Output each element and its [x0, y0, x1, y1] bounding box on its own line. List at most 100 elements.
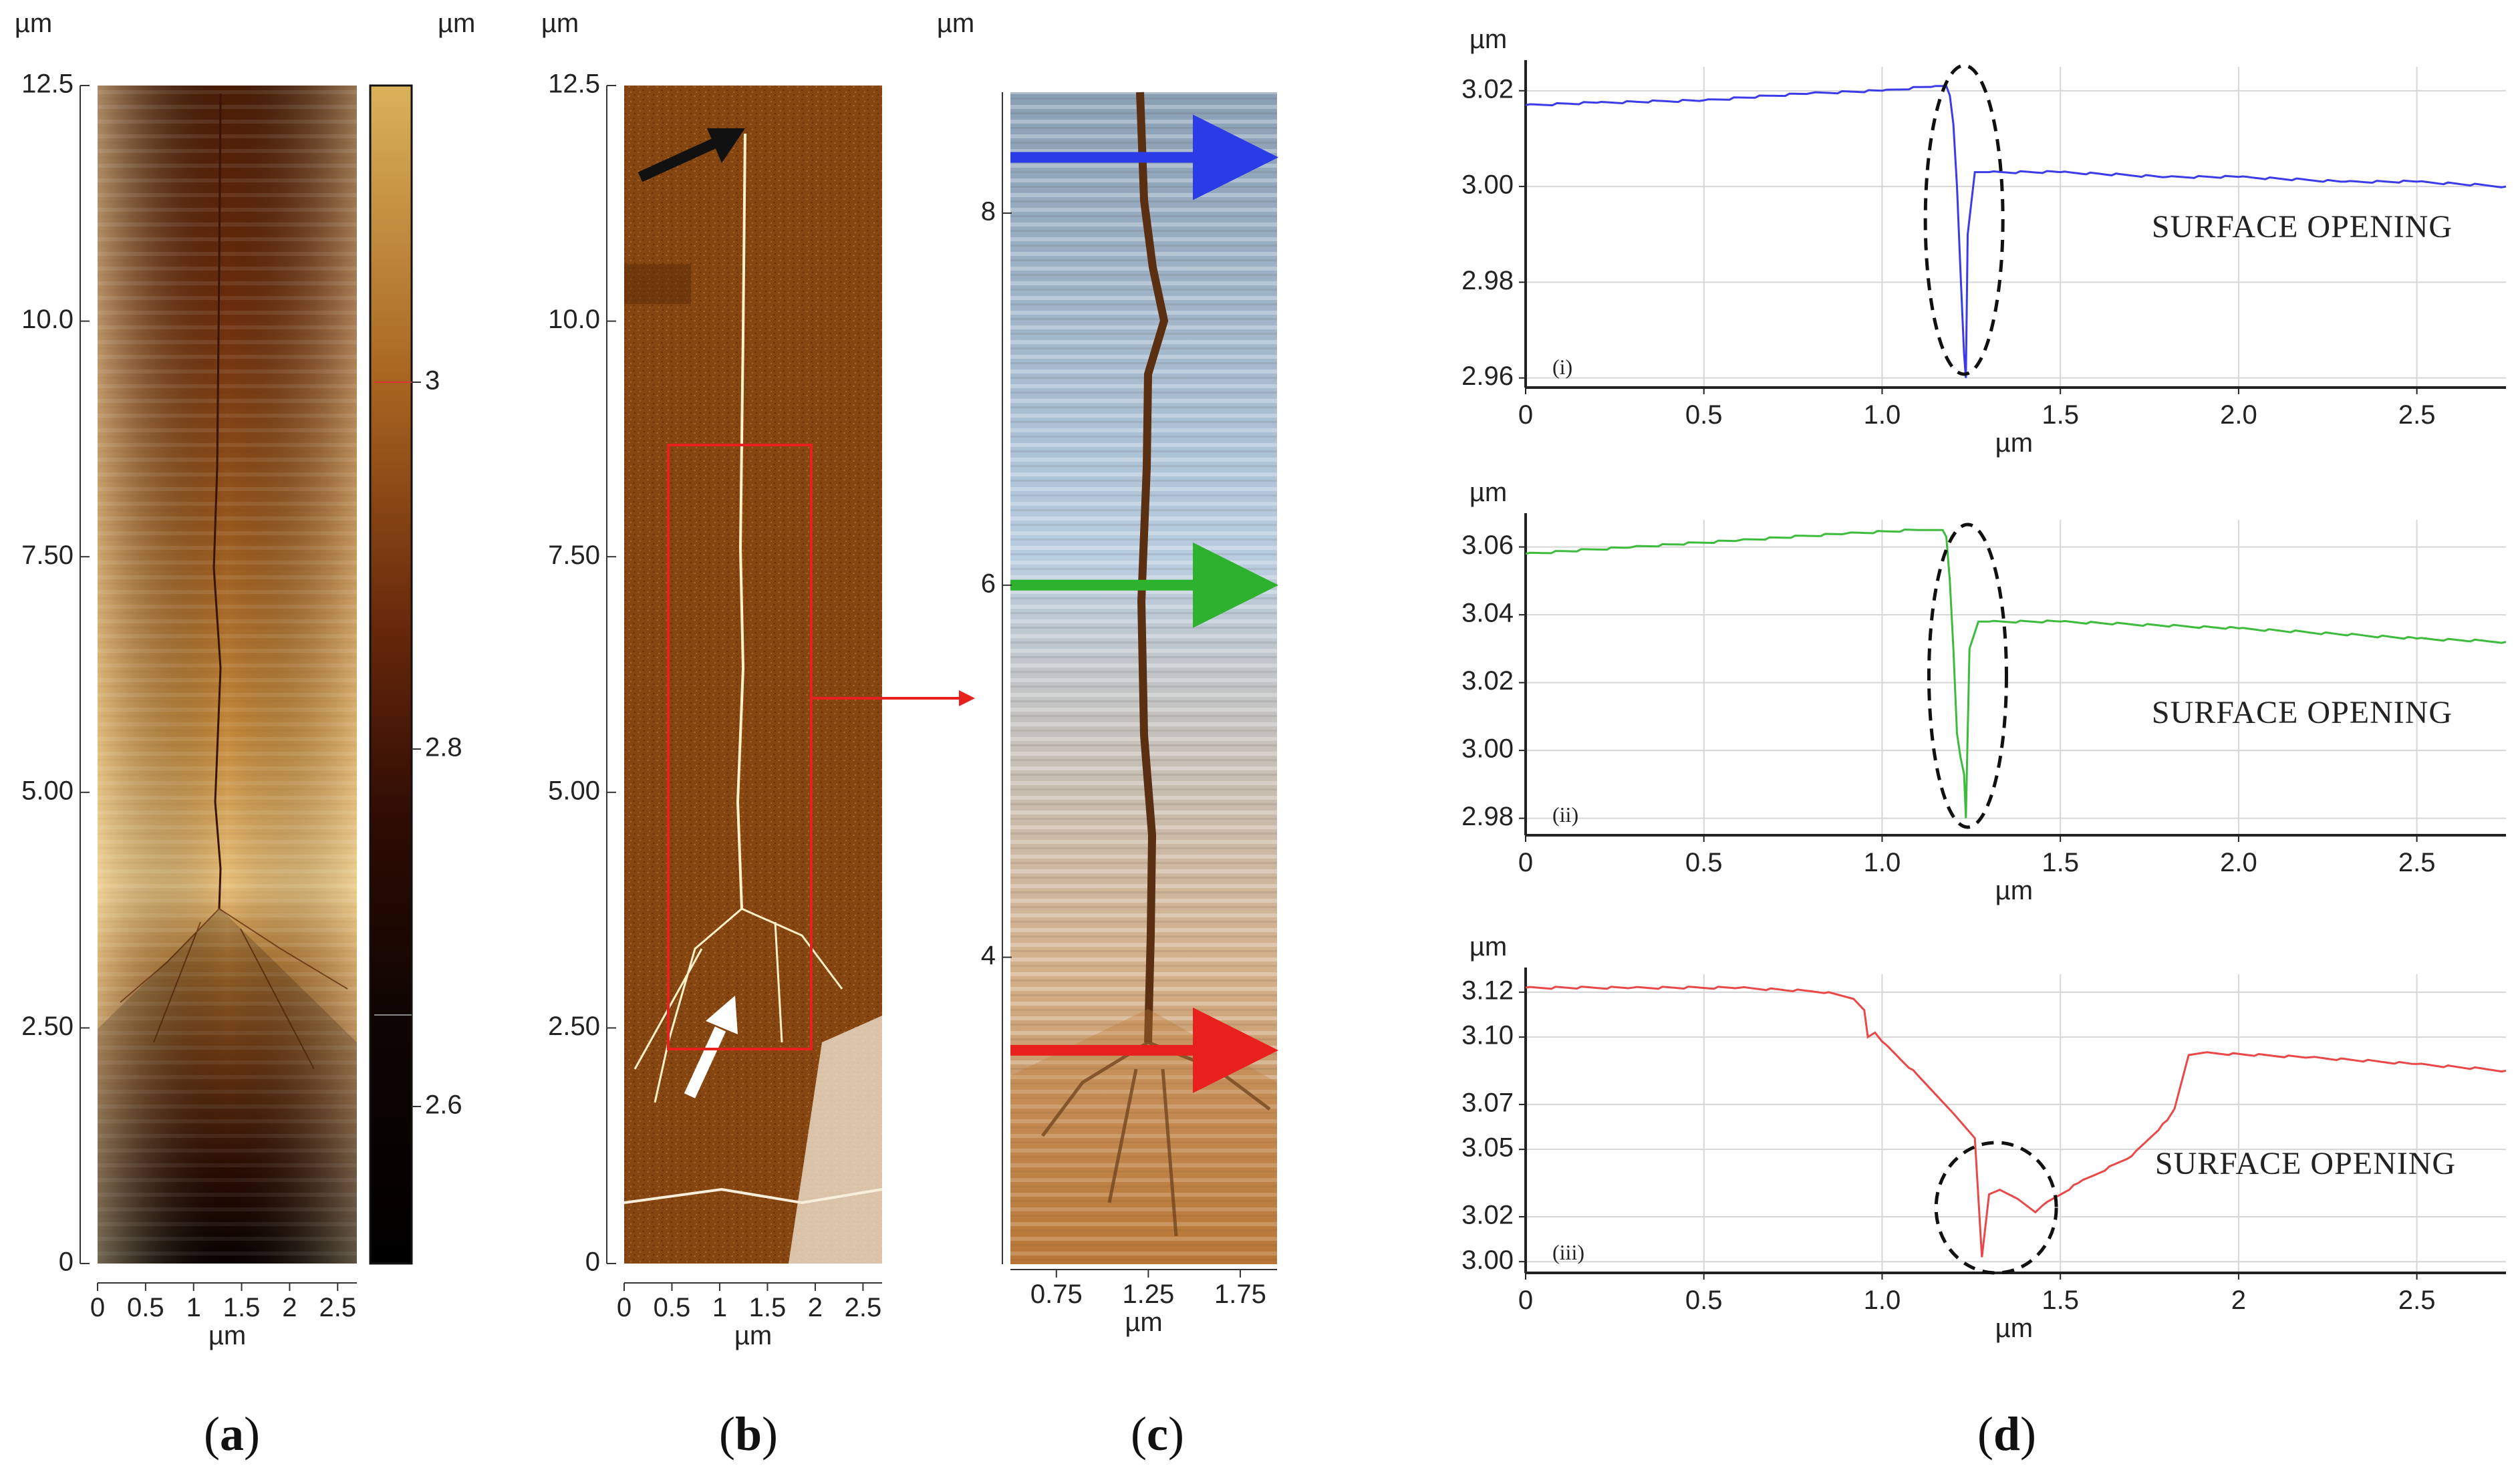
panel-a-ytick: 12.5: [21, 69, 74, 99]
panel-b-xlabel: µm: [734, 1321, 772, 1350]
chart-d-ii-ytick: 3.02: [1461, 666, 1514, 696]
axes-panel-a: 0 2.50 5.00 7.50 10.0 12.5 0 0.5 1 1.5 2 2.5 µm µm: [15, 9, 357, 1350]
chart-d-i-ytick: 2.98: [1461, 266, 1514, 295]
panel-a-ytick: 5.00: [21, 776, 74, 805]
panel-label-a-letter: a: [220, 1407, 244, 1461]
chart-d-iii-xtick: 0: [1518, 1286, 1533, 1315]
colorbar: 3 2.8 2.6 µm: [369, 9, 475, 1265]
chart-d-i-ytick: 3.02: [1461, 74, 1514, 104]
crack-a: [213, 93, 222, 909]
dashed-highlight-ellipse: [1934, 1141, 2058, 1275]
panel-c-ytick: 8: [981, 197, 996, 227]
panel-a-ytick: 2.50: [21, 1012, 74, 1041]
chart-d-ii: 2.98 3.00 3.02 3.04 3.06 0 0.5 1.0 1.5 2.0 2.5 µm µm…: [1461, 478, 2507, 905]
panel-b-ylabel: µm: [541, 9, 579, 38]
chart-d-iii-xtick: 2.5: [2398, 1286, 2436, 1315]
chart-d-ii-xtick: 2.0: [2220, 848, 2257, 877]
panel-c-xtick: 1.75: [1214, 1280, 1266, 1309]
panel-b-ytick: 12.5: [548, 69, 600, 99]
chart-d-iii-ytick: 3.00: [1461, 1245, 1514, 1275]
panel-a-heightmap: [98, 86, 357, 1264]
panel-c-ylabel: µm: [937, 9, 974, 38]
panel-b-ytick: 10.0: [548, 305, 600, 334]
dashed-highlight-ellipse: [1927, 523, 2008, 829]
chart-d-iii-ytick: 3.02: [1461, 1201, 1514, 1230]
panel-c-xtick: 1.25: [1122, 1280, 1174, 1309]
chart-d-iii-sublabel: (iii): [1552, 1240, 1584, 1264]
panel-a-xtick: 0: [90, 1293, 105, 1322]
panel-c-zoom: [1010, 92, 1278, 1264]
chart-d-ii-xtick: 1.5: [2042, 848, 2079, 877]
panel-label-b: (b): [719, 1407, 778, 1461]
chart-d-i-sublabel: (i): [1552, 355, 1572, 379]
chart-d-ii-ytick: 3.04: [1461, 599, 1514, 628]
panel-b-amplitude: [623, 86, 975, 1264]
colorbar-tick-2.8: 2.8: [425, 733, 462, 762]
chart-d-iii-xtick: 2: [2231, 1286, 2246, 1315]
chart-d-i-ylabel: µm: [1469, 25, 1507, 54]
chart-d-i-xtick: 0.5: [1685, 400, 1723, 430]
panel-label-d: (d): [1977, 1407, 2036, 1461]
chart-d-iii-ytick: 3.10: [1461, 1021, 1514, 1050]
panel-a-ytick: 7.50: [21, 541, 74, 570]
panel-b-ytick: 5.00: [548, 776, 600, 805]
panel-a-xtick: 2: [282, 1293, 297, 1322]
colorbar-tick-3: 3: [425, 366, 440, 396]
series-line-d-i: [1525, 85, 2507, 378]
panel-label-c-letter: c: [1147, 1407, 1168, 1461]
chart-d-iii: 3.00 3.02 3.05 3.07 3.10 3.12 0 0.5 1.0 1.5 2 2.5 µm…: [1461, 932, 2507, 1343]
chart-d-ii-xtick: 2.5: [2398, 848, 2436, 877]
series-line-d-iii: [1525, 986, 2507, 1258]
chart-d-iii-ylabel: µm: [1469, 932, 1507, 962]
panel-label-d-letter: d: [1993, 1407, 2020, 1461]
chart-d-ii-xtick: 0: [1518, 848, 1533, 877]
panel-a-xtick: 1.5: [223, 1293, 261, 1322]
panel-b-ytick: 0: [585, 1247, 600, 1277]
chart-d-i-xtick: 2.0: [2220, 400, 2257, 430]
panel-c-xtick: 0.75: [1030, 1280, 1083, 1309]
chart-d-i: 2.96 2.98 3.00 3.02 0 0.5 1.0 1.5 2.0 2.5 µm µm SURF…: [1461, 25, 2507, 458]
white-arrow: [684, 1026, 726, 1098]
panel-label-c: (c): [1131, 1407, 1184, 1461]
colorbar-unit: µm: [438, 9, 475, 38]
chart-d-ii-xlabel: µm: [1995, 876, 2033, 905]
panel-b-xtick: 0.5: [654, 1293, 691, 1322]
chart-d-ii-ylabel: µm: [1469, 478, 1507, 507]
chart-d-iii-xlabel: µm: [1995, 1314, 2033, 1343]
surface-opening-label: SURFACE OPENING: [2155, 1146, 2456, 1181]
chart-d-iii-xtick: 1.0: [1864, 1286, 1901, 1315]
panel-b-xtick: 1: [712, 1293, 727, 1322]
panel-c-xlabel: µm: [1125, 1308, 1162, 1337]
chart-d-ii-ytick: 3.00: [1461, 734, 1514, 764]
colorbar-tick-2.6: 2.6: [425, 1090, 462, 1120]
panel-a-ylabel: µm: [15, 9, 52, 38]
chart-d-i-xtick: 1.5: [2042, 400, 2079, 430]
chart-d-iii-ytick: 3.07: [1461, 1088, 1514, 1117]
crack-c: [1136, 92, 1169, 1043]
panel-b-xtick: 2.5: [845, 1293, 882, 1322]
panel-a-xtick: 1: [186, 1293, 201, 1322]
chart-d-i-xtick: 0: [1518, 400, 1533, 430]
panel-a-ytick: 0: [59, 1247, 74, 1277]
chart-d-ii-ytick: 3.06: [1461, 531, 1514, 560]
panel-label-b-letter: b: [735, 1407, 762, 1461]
highlight-box: [667, 444, 813, 1050]
panel-b-xtick: 1.5: [749, 1293, 787, 1322]
black-arrow: [638, 138, 718, 182]
panel-a-xtick: 0.5: [127, 1293, 164, 1322]
panel-b-ytick: 2.50: [548, 1012, 600, 1041]
chart-d-iii-ytick: 3.12: [1461, 976, 1514, 1005]
panel-b-ytick: 7.50: [548, 541, 600, 570]
axes-panel-b: 0 2.50 5.00 7.50 10.0 12.5 0 0.5 1 1.5 2 2.5 µm µm: [541, 9, 882, 1350]
dashed-highlight-ellipse: [1923, 63, 2005, 376]
panel-b-xtick: 0: [617, 1293, 632, 1322]
surface-opening-label: SURFACE OPENING: [2152, 209, 2453, 245]
panel-a-xtick: 2.5: [319, 1293, 356, 1322]
chart-d-ii-sublabel: (ii): [1552, 802, 1578, 827]
chart-d-i-xtick: 1.0: [1864, 400, 1901, 430]
surface-opening-label: SURFACE OPENING: [2152, 695, 2453, 730]
series-line-d-ii: [1525, 529, 2507, 819]
crack-b: [736, 133, 746, 909]
chart-d-i-xtick: 2.5: [2398, 400, 2436, 430]
chart-d-i-ytick: 3.00: [1461, 170, 1514, 200]
